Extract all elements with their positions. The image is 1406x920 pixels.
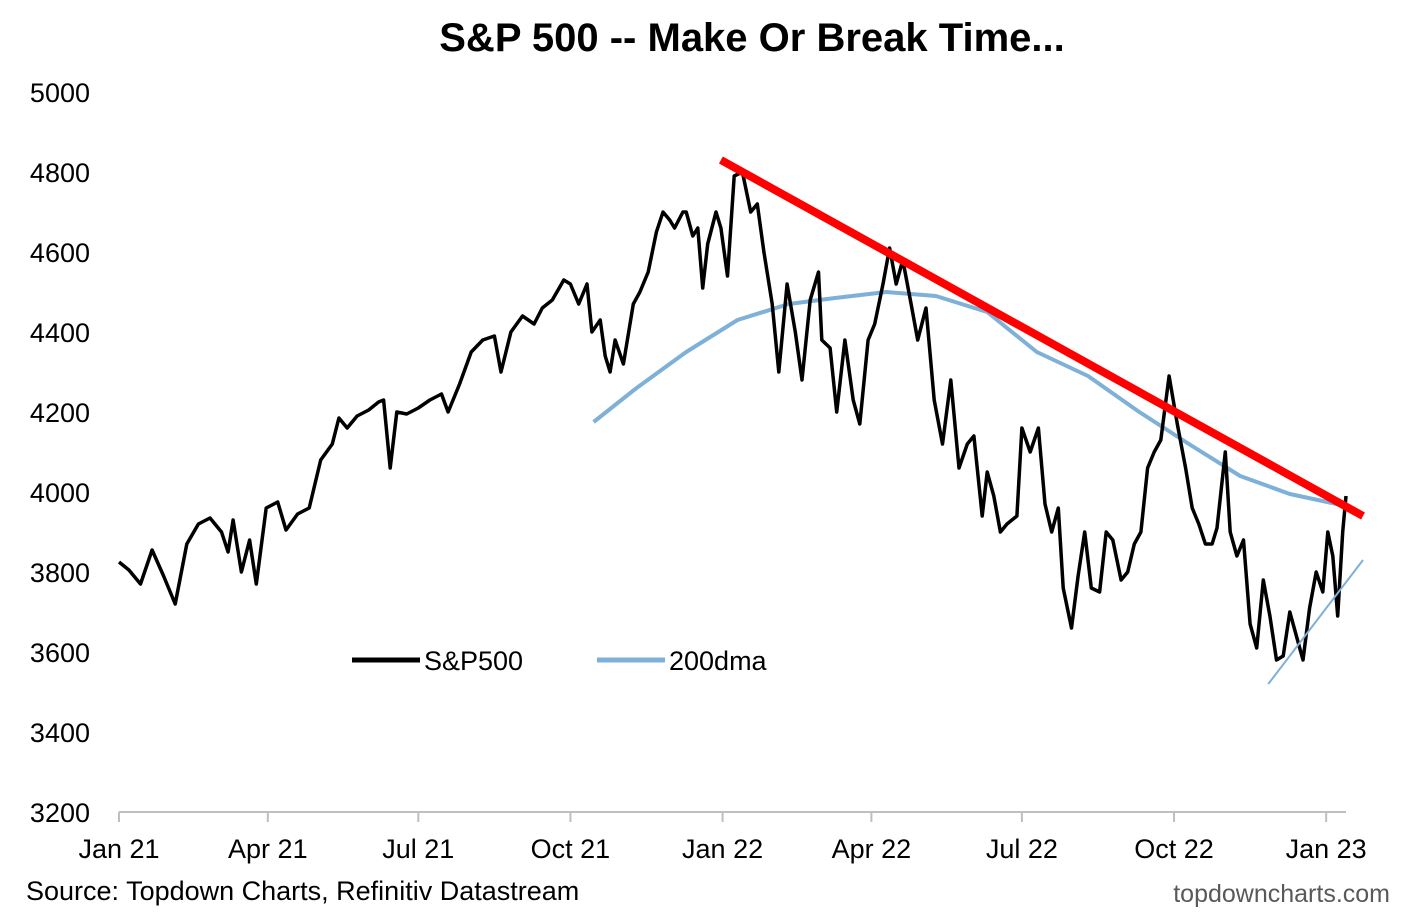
x-tick-label: Jul 22 <box>986 834 1058 864</box>
trendline-layer <box>718 156 1365 685</box>
x-tick-label: Apr 21 <box>228 834 308 864</box>
series-layer <box>117 170 1348 662</box>
source-note: Source: Topdown Charts, Refinitiv Datast… <box>26 876 580 906</box>
y-tick-label: 4400 <box>30 318 90 348</box>
x-tick-label: Jan 23 <box>1286 834 1367 864</box>
y-tick-label: 3600 <box>30 638 90 668</box>
y-tick-label: 4800 <box>30 158 90 188</box>
y-tick-label: 3200 <box>30 798 90 828</box>
y-tick-label: 4200 <box>30 398 90 428</box>
y-axis: 3200 3400 3600 3800 4000 4200 4400 4600 4800 5000 <box>30 78 90 828</box>
series-line-200dma <box>592 290 1347 508</box>
x-tick-label: Apr 22 <box>832 834 912 864</box>
legend-label: S&P500 <box>424 646 523 676</box>
x-tick-label: Oct 22 <box>1134 834 1214 864</box>
x-axis: Jan 21 Apr 21 Jul 21 Oct 21 Jan 22 Apr 22 Jul … <box>78 811 1367 864</box>
support-trendline <box>1267 559 1364 685</box>
chart-title: S&P 500 -- Make Or Break Time... <box>439 16 1065 60</box>
y-tick-label: 3800 <box>30 558 90 588</box>
legend-label: 200dma <box>669 646 768 676</box>
legend: S&P500 200dma <box>352 646 768 676</box>
y-tick-label: 3400 <box>30 718 90 748</box>
y-tick-label: 4600 <box>30 238 90 268</box>
x-tick-label: Jan 22 <box>682 834 763 864</box>
x-tick-label: Jul 21 <box>382 834 454 864</box>
y-tick-label: 5000 <box>30 78 90 108</box>
chart: S&P 500 -- Make Or Break Time... 3200 340… <box>30 16 1367 864</box>
resistance-trendline <box>718 156 1365 520</box>
series-line-sp500 <box>117 170 1348 662</box>
watermark: topdowncharts.com <box>1173 880 1390 908</box>
x-tick-label: Oct 21 <box>531 834 611 864</box>
y-tick-label: 4000 <box>30 478 90 508</box>
x-tick-label: Jan 21 <box>78 834 159 864</box>
